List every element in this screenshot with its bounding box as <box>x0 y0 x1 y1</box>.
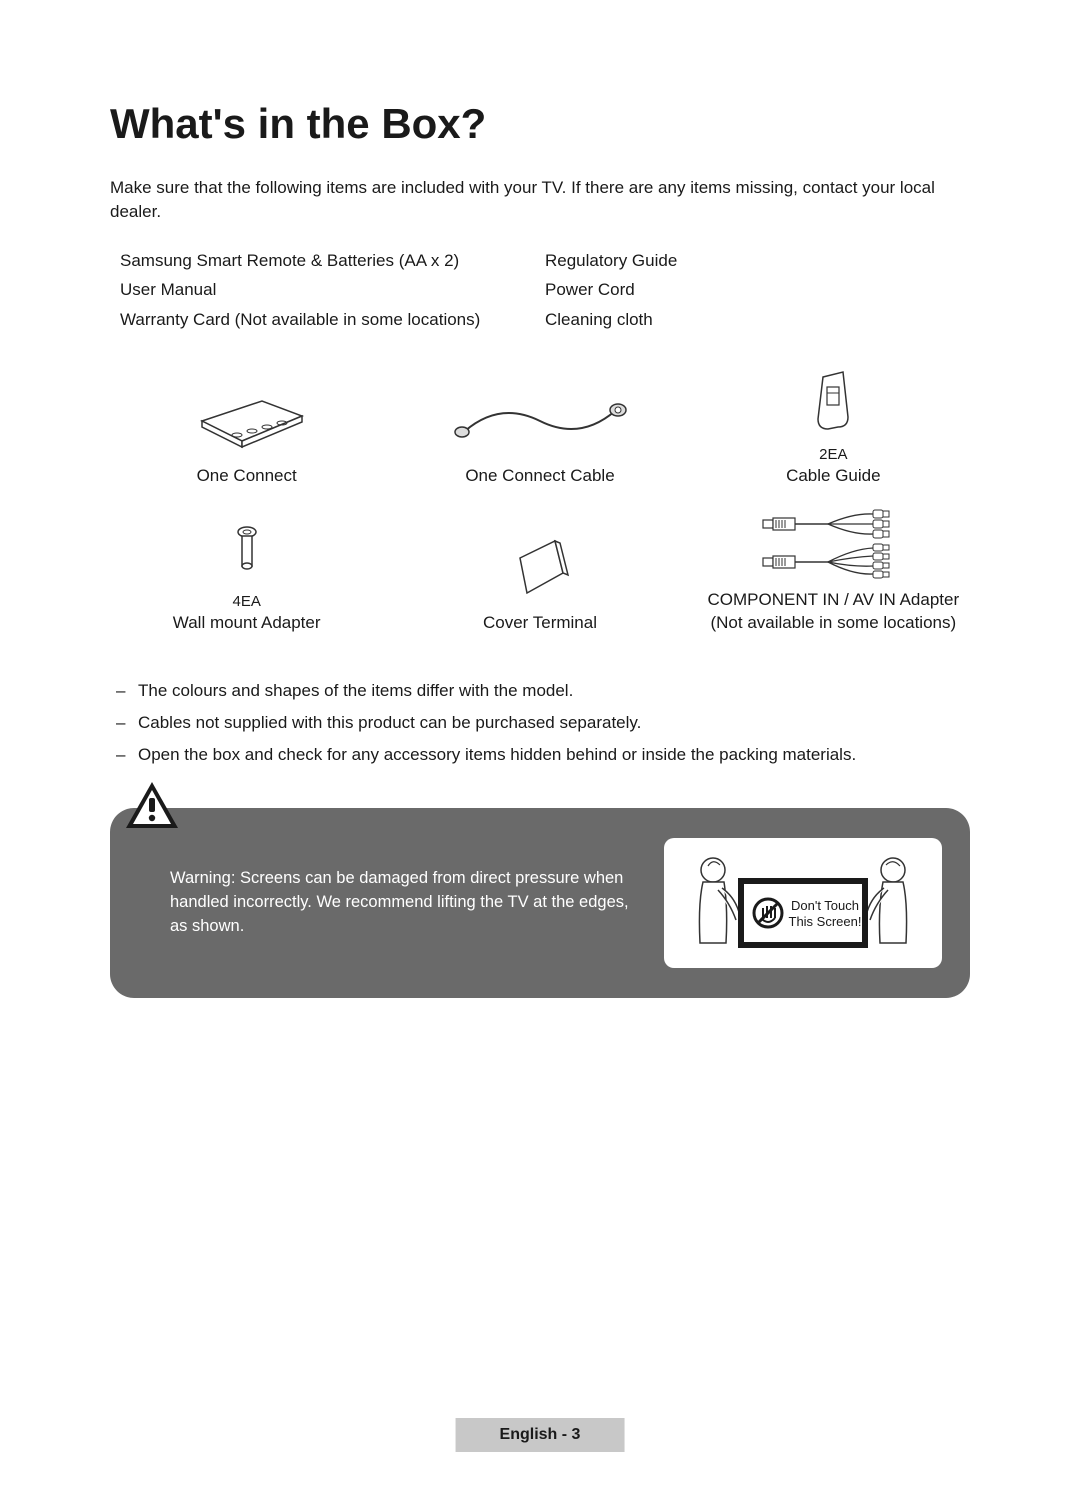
list-item: Warranty Card (Not available in some loc… <box>120 305 545 335</box>
item-label: One Connect Cable <box>465 465 614 488</box>
item-wall-mount: 4EA Wall mount Adapter <box>110 508 383 635</box>
note-item: The colours and shapes of the items diff… <box>116 675 970 707</box>
warning-icon <box>124 780 180 837</box>
list-item: Regulatory Guide <box>545 246 970 276</box>
item-label: Cable Guide <box>786 465 881 488</box>
item-one-connect-cable: One Connect Cable <box>403 365 676 488</box>
list-item: Samsung Smart Remote & Batteries (AA x 2… <box>120 246 545 276</box>
intro-text: Make sure that the following items are i… <box>110 176 970 224</box>
warning-illustration: Don't Touch This Screen! <box>664 838 942 968</box>
component-adapter-icon <box>758 508 908 583</box>
note-item: Open the box and check for any accessory… <box>116 739 970 771</box>
notes-list: The colours and shapes of the items diff… <box>110 675 970 772</box>
cable-icon <box>450 384 630 459</box>
item-qty: 2EA <box>819 446 847 463</box>
right-column: Regulatory Guide Power Cord Cleaning clo… <box>545 246 970 335</box>
item-qty: 4EA <box>232 593 260 610</box>
item-one-connect: One Connect <box>110 365 383 488</box>
item-label: Cover Terminal <box>483 612 597 635</box>
dont-touch-line1: Don't Touch <box>791 898 859 913</box>
dont-touch-line2: This Screen! <box>789 914 862 929</box>
item-label: COMPONENT IN / AV IN Adapter (Not availa… <box>708 589 960 635</box>
page-title: What's in the Box? <box>110 100 970 148</box>
item-component-adapter: COMPONENT IN / AV IN Adapter (Not availa… <box>697 508 970 635</box>
item-cable-guide: 2EA Cable Guide <box>697 365 970 488</box>
wall-mount-icon <box>232 512 262 587</box>
item-cover-terminal: Cover Terminal <box>403 508 676 635</box>
item-label: Wall mount Adapter <box>173 612 321 635</box>
list-item: Cleaning cloth <box>545 305 970 335</box>
items-grid: One Connect One Connect Cable <box>110 365 970 635</box>
warning-box: Warning: Screens can be damaged from dir… <box>110 808 970 998</box>
page-footer: English - 3 <box>456 1418 625 1452</box>
cable-guide-icon <box>803 365 863 440</box>
list-item: Power Cord <box>545 275 970 305</box>
left-column: Samsung Smart Remote & Batteries (AA x 2… <box>120 246 545 335</box>
warning-text: Warning: Screens can be damaged from dir… <box>170 867 636 939</box>
included-items-list: Samsung Smart Remote & Batteries (AA x 2… <box>110 246 970 335</box>
one-connect-icon <box>182 384 312 459</box>
note-item: Cables not supplied with this product ca… <box>116 707 970 739</box>
item-label: One Connect <box>197 465 297 488</box>
cover-terminal-icon <box>505 531 575 606</box>
list-item: User Manual <box>120 275 545 305</box>
